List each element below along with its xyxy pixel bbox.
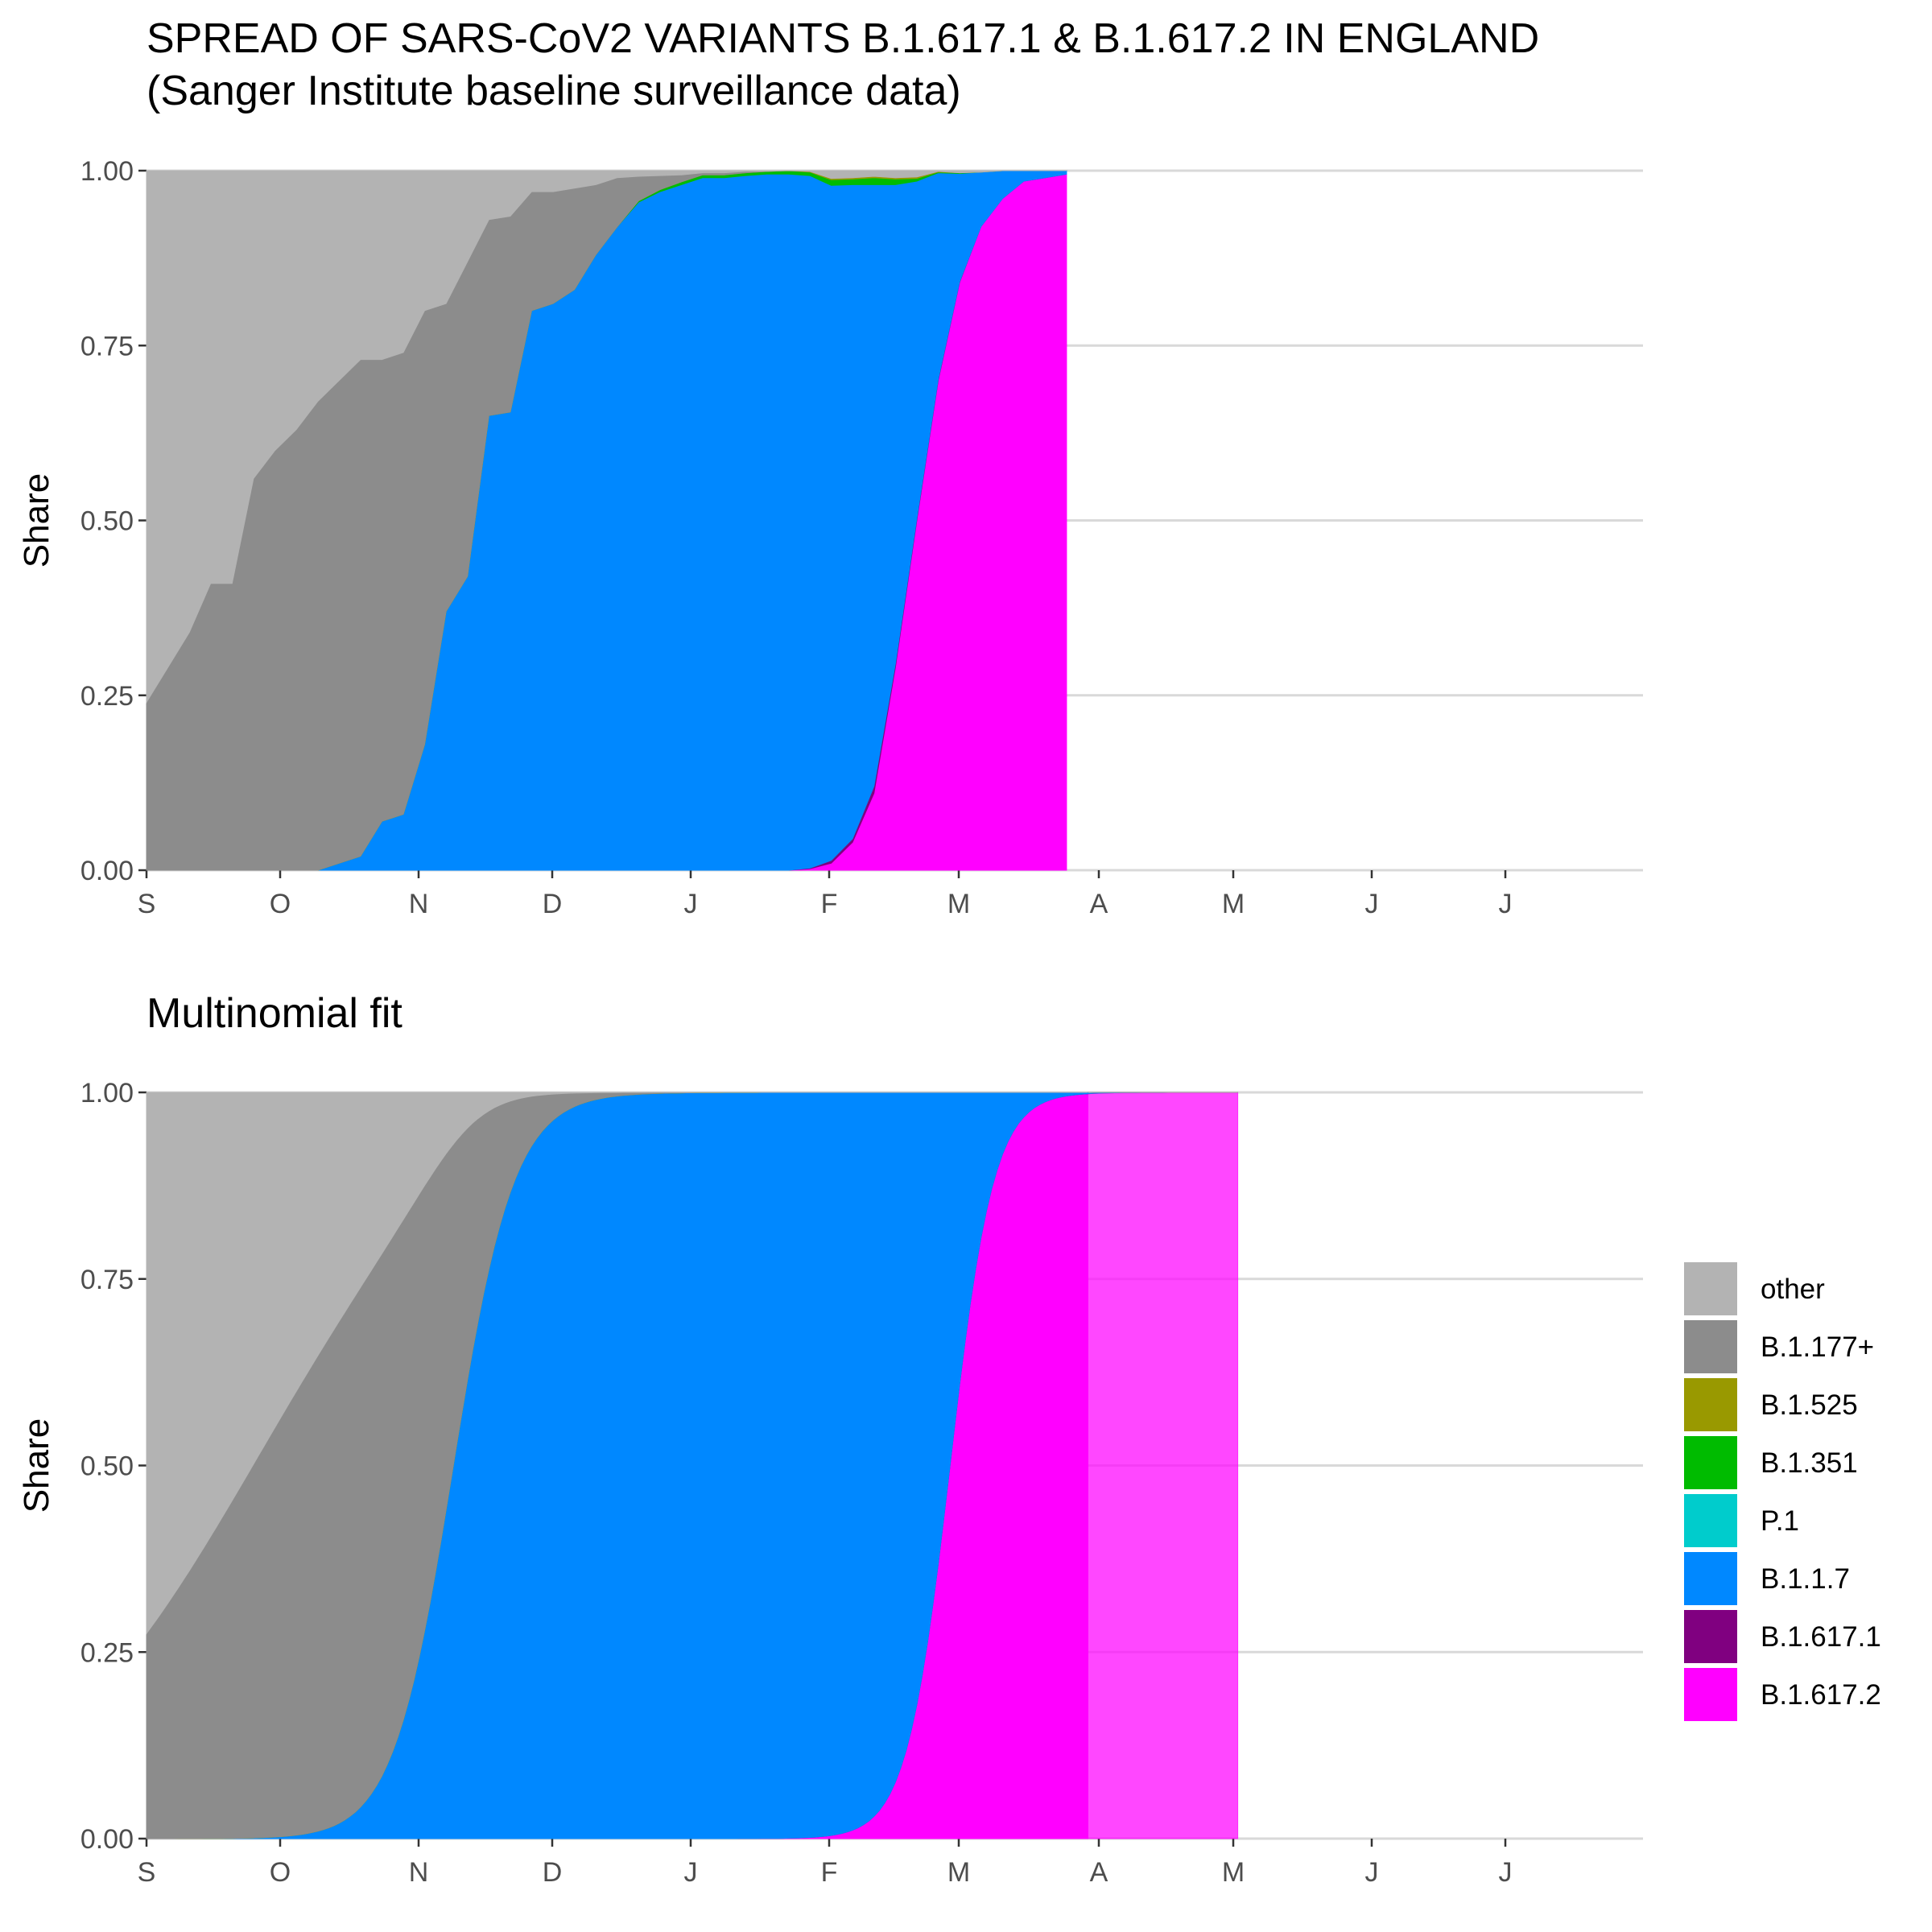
- x-tick-label: M: [947, 1857, 970, 1888]
- legend-label: P.1: [1761, 1505, 1799, 1537]
- x-tick-label: A: [1090, 1857, 1108, 1888]
- y-tick-label: 0.50: [80, 1451, 134, 1482]
- legend-label: B.1.177+: [1761, 1331, 1874, 1363]
- chart-title-line-2: (Sanger Institute baseline surveillance …: [147, 68, 961, 114]
- legend-key-b-1-351: [1684, 1436, 1737, 1489]
- legend-key-b-1-617-1: [1684, 1610, 1737, 1663]
- x-tick-label: D: [543, 889, 563, 919]
- area-other: [146, 1092, 1088, 1635]
- legend-label: B.1.617.2: [1761, 1679, 1881, 1711]
- legend-key-p-1: [1684, 1494, 1737, 1547]
- areas-fit: [146, 1092, 1088, 1839]
- x-tick-label: J: [1499, 1857, 1513, 1888]
- x-tick-label: A: [1090, 889, 1108, 919]
- y-tick-label: 1.00: [80, 1078, 134, 1108]
- area-b-1-617-2: [1088, 1092, 1239, 1839]
- y-tick-label: 0.25: [80, 681, 134, 712]
- y-tick-label: 0.75: [80, 1265, 134, 1295]
- x-tick-label: N: [409, 1857, 429, 1888]
- x-tick-label: O: [270, 889, 291, 919]
- y-tick-label: 0.75: [80, 331, 134, 361]
- x-tick-label: D: [543, 1857, 563, 1888]
- y-tick-label: 0.00: [80, 1824, 134, 1855]
- x-tick-label: J: [1365, 1857, 1379, 1888]
- x-tick-label: J: [684, 889, 698, 919]
- legend-label: B.1.525: [1761, 1389, 1858, 1421]
- legend-key-b-1-177: [1684, 1320, 1737, 1373]
- legend-label: B.1.351: [1761, 1447, 1858, 1479]
- legend-label: B.1.617.1: [1761, 1621, 1881, 1653]
- x-tick-label: S: [138, 889, 156, 919]
- areas-forecast: [1088, 1092, 1239, 1839]
- panel-multinomial-fit: Multinomial fit 0.00 0.25 0.50 0.75 1.00 S O N D J…: [17, 990, 1643, 1888]
- panel-subtitle: Multinomial fit: [147, 990, 402, 1037]
- x-tick-label: J: [1499, 889, 1513, 919]
- areas-observed: [146, 170, 1067, 871]
- x-tick-label: S: [138, 1857, 156, 1888]
- x-tick-label: M: [947, 889, 970, 919]
- x-tick-label: J: [1365, 889, 1379, 919]
- legend-label: other: [1761, 1274, 1825, 1305]
- legend-key-b-1-1-7: [1684, 1552, 1737, 1605]
- y-tick-label: 1.00: [80, 156, 134, 187]
- x-tick-label: M: [1222, 889, 1245, 919]
- legend: other B.1.177+ B.1.525 B.1.351 P.1 B.1.1.7 B.1…: [1684, 1262, 1881, 1721]
- y-axis-label: Share: [17, 1418, 56, 1513]
- y-tick-label: 0.00: [80, 856, 134, 886]
- x-tick-label: J: [684, 1857, 698, 1888]
- y-axis-label: Share: [17, 473, 56, 568]
- legend-key-other: [1684, 1262, 1737, 1315]
- x-tick-label: N: [409, 889, 429, 919]
- panel-observed: 0.00 0.25 0.50 0.75 1.00 S O N D J F M A M J J Share: [17, 156, 1643, 919]
- x-tick-label: F: [821, 889, 838, 919]
- legend-key-b-1-617-2: [1684, 1668, 1737, 1721]
- area-other: [146, 170, 1067, 704]
- x-tick-label: O: [270, 1857, 291, 1888]
- x-tick-label: F: [821, 1857, 838, 1888]
- y-tick-label: 0.25: [80, 1637, 134, 1668]
- y-tick-label: 0.50: [80, 506, 134, 537]
- chart-title: SPREAD OF SARS-CoV2 VARIANTS B.1.617.1 &…: [147, 15, 1539, 62]
- legend-key-b-1-525: [1684, 1378, 1737, 1431]
- x-tick-label: M: [1222, 1857, 1245, 1888]
- legend-label: B.1.1.7: [1761, 1563, 1850, 1595]
